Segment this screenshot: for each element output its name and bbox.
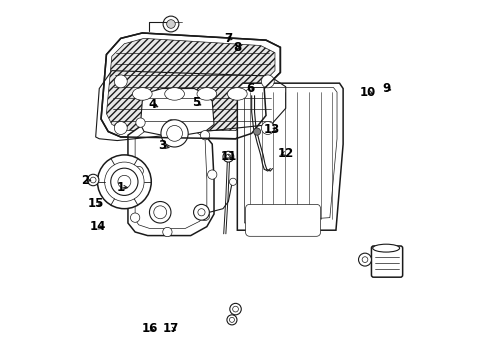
Text: 13: 13 [263,123,279,136]
Ellipse shape [372,244,399,252]
Circle shape [193,204,209,220]
Circle shape [362,257,367,262]
Circle shape [200,211,209,221]
Circle shape [166,20,175,28]
Ellipse shape [197,87,216,100]
Circle shape [114,75,127,88]
Circle shape [166,126,182,141]
Circle shape [261,122,274,134]
Polygon shape [101,33,280,139]
Text: 10: 10 [359,86,376,99]
Text: 6: 6 [245,82,253,95]
Circle shape [229,178,236,185]
Circle shape [261,75,274,88]
Circle shape [90,177,96,183]
FancyBboxPatch shape [371,246,402,277]
Text: 11: 11 [220,150,236,163]
Circle shape [166,120,175,129]
Polygon shape [106,39,274,131]
Circle shape [198,209,204,216]
Circle shape [200,131,209,140]
Ellipse shape [132,87,152,100]
Circle shape [226,315,237,325]
Circle shape [114,122,127,134]
Circle shape [118,175,131,188]
Text: 15: 15 [87,197,103,210]
Circle shape [110,168,138,195]
Text: 3: 3 [158,139,166,152]
Polygon shape [128,123,214,235]
Circle shape [134,166,143,176]
Text: 12: 12 [277,147,293,159]
Circle shape [229,303,241,315]
Text: 16: 16 [141,322,157,335]
Ellipse shape [227,87,247,100]
Text: 2: 2 [81,174,89,186]
Circle shape [161,120,188,147]
Circle shape [163,16,179,32]
Circle shape [358,253,371,266]
Circle shape [229,318,234,322]
Circle shape [223,151,233,162]
Circle shape [97,155,151,209]
Text: 8: 8 [233,41,241,54]
Text: 14: 14 [89,220,105,233]
Circle shape [225,154,230,159]
FancyBboxPatch shape [245,204,320,236]
Text: 7: 7 [224,32,232,45]
Text: 4: 4 [149,98,157,111]
Circle shape [232,306,238,312]
Polygon shape [237,83,343,230]
Circle shape [136,118,145,127]
Circle shape [149,202,171,223]
Circle shape [253,128,260,135]
Text: 17: 17 [163,322,179,335]
Polygon shape [140,89,214,135]
Circle shape [163,227,172,237]
Text: 5: 5 [192,96,200,109]
Circle shape [207,170,217,179]
Text: 9: 9 [381,82,389,95]
Circle shape [87,174,99,186]
Text: 1: 1 [117,181,124,194]
Circle shape [153,206,166,219]
Circle shape [130,213,140,222]
Ellipse shape [164,87,184,100]
Circle shape [104,162,144,202]
